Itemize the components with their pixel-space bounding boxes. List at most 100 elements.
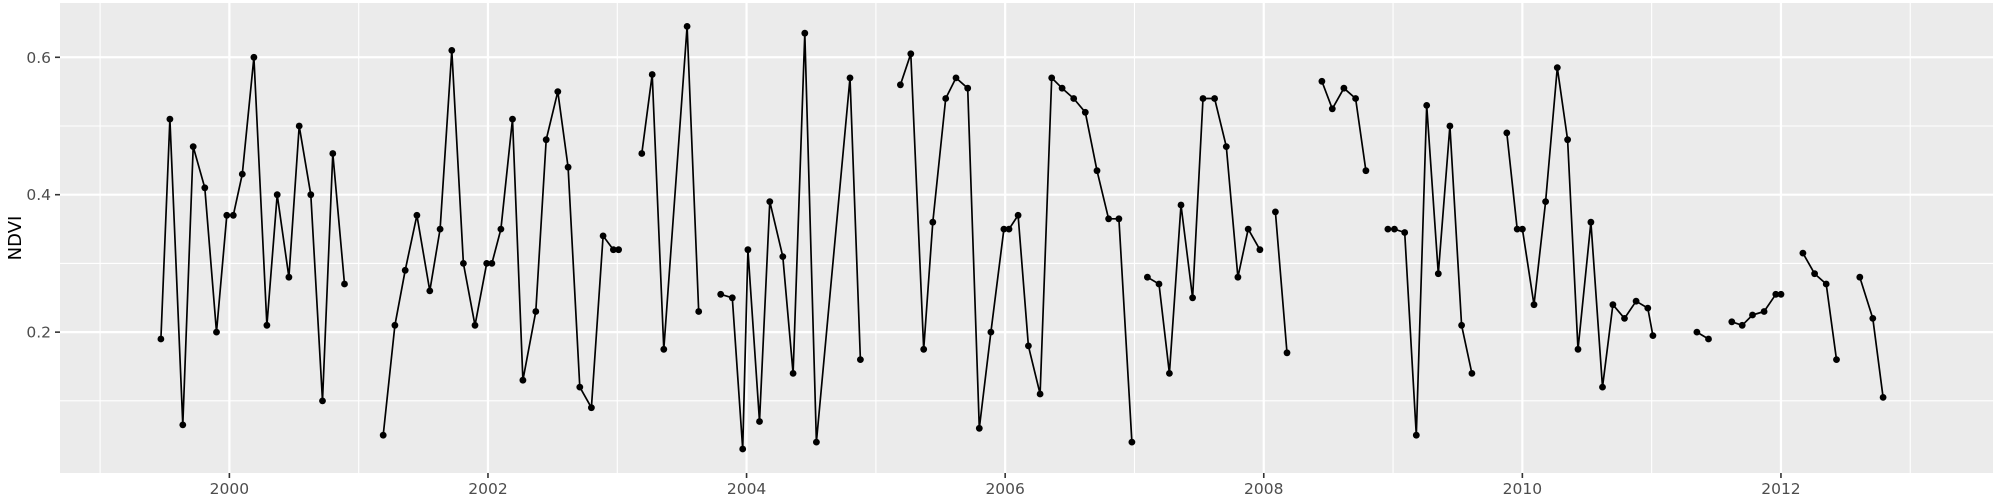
data-point[interactable]	[1609, 301, 1617, 309]
data-point[interactable]	[1391, 225, 1398, 233]
data-point[interactable]	[857, 356, 864, 363]
data-point[interactable]	[229, 211, 237, 219]
data-point[interactable]	[157, 335, 165, 343]
data-point[interactable]	[588, 404, 595, 412]
data-point[interactable]	[1632, 297, 1640, 305]
data-point[interactable]	[519, 376, 527, 384]
data-point[interactable]	[1423, 102, 1431, 109]
data-point[interactable]	[1177, 201, 1185, 209]
data-point[interactable]	[1166, 370, 1173, 377]
data-point[interactable]	[1328, 105, 1336, 113]
data-point[interactable]	[1155, 280, 1163, 288]
data-point[interactable]	[1738, 321, 1746, 329]
data-point[interactable]	[413, 211, 421, 219]
data-point[interactable]	[1128, 438, 1136, 446]
data-point[interactable]	[319, 397, 326, 405]
data-point[interactable]	[532, 308, 540, 315]
data-point[interactable]	[1869, 315, 1877, 322]
data-point[interactable]	[166, 115, 174, 123]
data-point[interactable]	[1564, 136, 1571, 144]
data-point[interactable]	[223, 211, 231, 219]
data-point[interactable]	[1513, 225, 1521, 233]
data-point[interactable]	[766, 198, 774, 206]
data-point[interactable]	[907, 50, 915, 58]
data-point[interactable]	[744, 246, 752, 254]
data-point[interactable]	[1530, 301, 1538, 309]
data-point[interactable]	[1318, 77, 1326, 85]
data-point[interactable]	[483, 260, 491, 267]
data-point[interactable]	[189, 143, 197, 151]
data-point[interactable]	[1211, 95, 1218, 102]
data-point[interactable]	[1468, 370, 1476, 377]
data-point[interactable]	[426, 287, 434, 295]
data-point[interactable]	[1401, 229, 1409, 236]
data-point[interactable]	[448, 47, 456, 54]
data-point[interactable]	[1000, 225, 1008, 233]
data-point[interactable]	[542, 136, 550, 144]
data-point[interactable]	[1621, 315, 1628, 322]
data-point[interactable]	[952, 74, 960, 82]
data-point[interactable]	[401, 266, 409, 274]
data-point[interactable]	[1772, 290, 1780, 298]
data-point[interactable]	[1749, 311, 1756, 319]
data-point[interactable]	[813, 438, 820, 446]
data-point[interactable]	[1434, 270, 1442, 278]
data-point[interactable]	[920, 345, 928, 353]
data-point[interactable]	[1856, 273, 1864, 281]
data-point[interactable]	[964, 84, 972, 92]
data-point[interactable]	[295, 122, 303, 130]
data-point[interactable]	[341, 280, 348, 288]
data-point[interactable]	[1693, 328, 1701, 336]
data-point[interactable]	[1412, 431, 1420, 439]
data-point[interactable]	[460, 260, 467, 267]
data-point[interactable]	[846, 74, 854, 82]
data-point[interactable]	[1799, 249, 1807, 257]
data-point[interactable]	[1058, 84, 1066, 92]
data-point[interactable]	[1811, 270, 1818, 278]
data-point[interactable]	[1025, 342, 1032, 350]
data-point[interactable]	[436, 225, 444, 233]
data-point[interactable]	[1036, 390, 1044, 398]
data-point[interactable]	[683, 23, 691, 30]
data-point[interactable]	[897, 81, 904, 89]
data-point[interactable]	[201, 184, 209, 192]
data-point[interactable]	[1222, 143, 1230, 151]
data-point[interactable]	[660, 345, 668, 353]
data-point[interactable]	[1649, 332, 1657, 339]
data-point[interactable]	[250, 53, 258, 61]
data-point[interactable]	[576, 383, 584, 391]
data-point[interactable]	[488, 260, 496, 267]
data-point[interactable]	[1234, 273, 1242, 281]
data-point[interactable]	[1093, 167, 1101, 175]
data-point[interactable]	[307, 191, 315, 199]
data-point[interactable]	[329, 150, 337, 157]
data-point[interactable]	[1446, 122, 1454, 130]
data-point[interactable]	[1199, 95, 1207, 102]
data-point[interactable]	[1283, 349, 1291, 357]
data-point[interactable]	[1587, 218, 1595, 226]
data-point[interactable]	[1777, 290, 1785, 298]
data-point[interactable]	[1705, 335, 1712, 343]
data-point[interactable]	[1822, 280, 1830, 288]
data-point[interactable]	[648, 71, 656, 78]
data-point[interactable]	[1362, 167, 1370, 175]
data-point[interactable]	[379, 431, 387, 439]
data-point[interactable]	[213, 328, 220, 336]
data-point[interactable]	[929, 218, 937, 226]
data-point[interactable]	[179, 421, 187, 429]
data-point[interactable]	[1272, 208, 1279, 216]
data-point[interactable]	[1879, 394, 1887, 401]
data-point[interactable]	[1542, 198, 1549, 206]
data-point[interactable]	[1760, 308, 1768, 315]
data-point[interactable]	[1574, 345, 1582, 353]
data-point[interactable]	[554, 88, 562, 95]
data-point[interactable]	[789, 370, 797, 377]
data-point[interactable]	[285, 273, 293, 281]
data-point[interactable]	[1070, 95, 1078, 102]
data-point[interactable]	[1340, 84, 1348, 92]
data-point[interactable]	[497, 225, 505, 233]
data-point[interactable]	[1458, 321, 1465, 329]
data-point[interactable]	[509, 115, 516, 123]
data-point[interactable]	[717, 290, 725, 298]
data-point[interactable]	[1644, 304, 1652, 312]
